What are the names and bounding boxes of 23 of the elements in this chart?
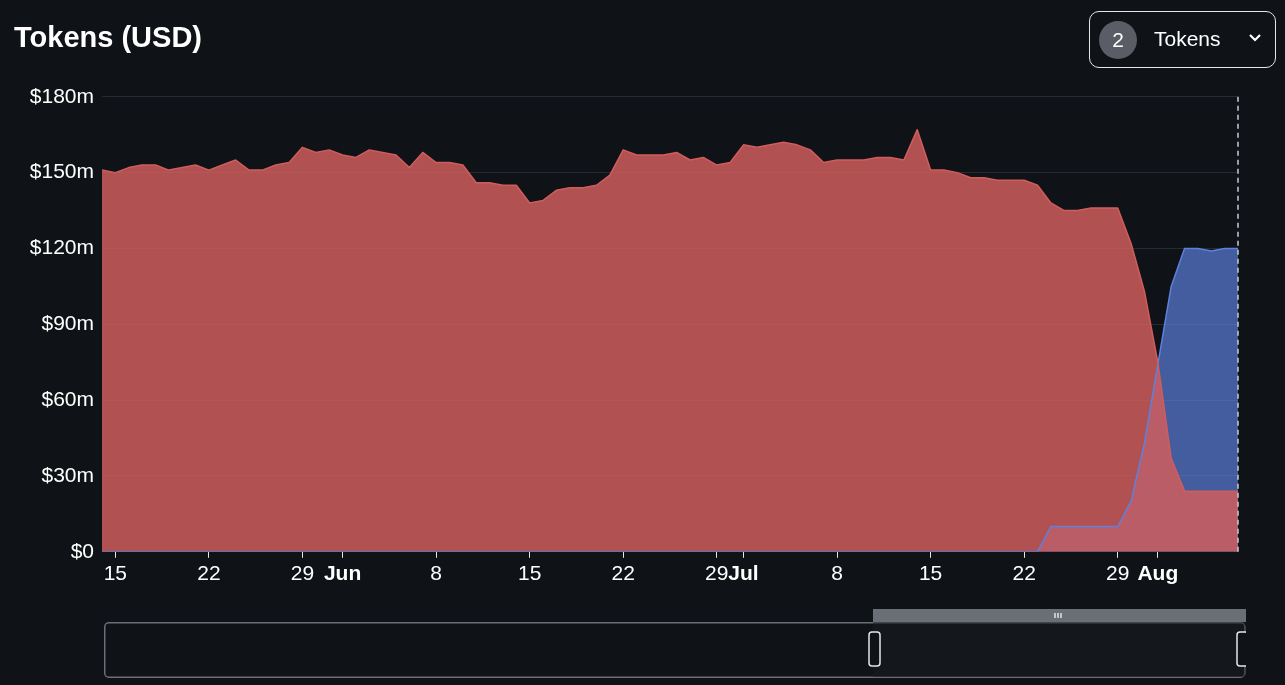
x-tick-label: 8 bbox=[430, 561, 442, 585]
x-tick-label: 29 bbox=[705, 561, 729, 585]
y-tick-label: $180m bbox=[29, 83, 94, 107]
x-tick-label: 15 bbox=[103, 561, 128, 585]
x-tick-label: 22 bbox=[197, 561, 221, 585]
x-tick-label: 8 bbox=[831, 561, 843, 585]
y-tick-label: $30m bbox=[41, 462, 94, 486]
x-tick-label: Jul bbox=[728, 561, 759, 585]
y-tick-label: $0 bbox=[70, 538, 94, 562]
x-tick-label: 22 bbox=[611, 561, 635, 585]
y-tick-label: $120m bbox=[29, 235, 94, 259]
y-tick-label: $90m bbox=[41, 311, 94, 335]
y-tick-label: $150m bbox=[29, 159, 94, 183]
chart-title: Tokens (USD) bbox=[14, 21, 202, 54]
x-tick-label: 29 bbox=[290, 561, 315, 585]
x-tick-label: Aug bbox=[1137, 561, 1179, 585]
x-tick-label: 22 bbox=[1012, 561, 1036, 585]
x-tick-label: 15 bbox=[517, 561, 542, 585]
x-tick-label: 15 bbox=[918, 561, 943, 585]
tokens-dropdown: 2 Tokens bbox=[1089, 11, 1276, 68]
x-tick-label: 29 bbox=[1106, 561, 1130, 585]
x-tick-label: Jun bbox=[323, 561, 362, 585]
y-tick-label: $60m bbox=[41, 386, 94, 410]
